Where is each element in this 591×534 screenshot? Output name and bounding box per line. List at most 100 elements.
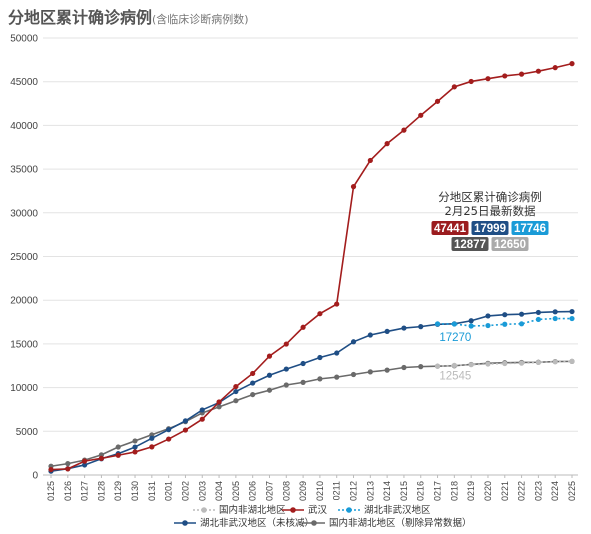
x-tick-label: 0216: [416, 481, 426, 501]
legend-label: 国内非湖北地区（剔除异常数据）: [329, 517, 472, 529]
series-1: [48, 60, 575, 473]
x-tick-label: 0222: [517, 481, 527, 501]
data-point: [283, 366, 289, 372]
y-tick-label: 25000: [10, 252, 38, 263]
data-point: [367, 332, 373, 338]
x-tick-label: 0221: [500, 481, 510, 501]
y-tick-label: 10000: [10, 383, 38, 394]
x-tick-label: 0215: [399, 481, 409, 501]
data-point: [334, 374, 340, 380]
data-point: [233, 388, 239, 395]
badge-bg: [471, 221, 509, 235]
data-point: [283, 341, 289, 347]
data-point: [367, 369, 373, 375]
data-point: [485, 313, 491, 319]
data-point: [317, 376, 323, 382]
data-point: [334, 301, 340, 307]
x-tick-label: 0211: [332, 481, 342, 500]
y-tick-label: 20000: [10, 296, 38, 307]
y-tick-label: 30000: [10, 208, 38, 219]
x-tick-label: 0127: [80, 481, 90, 501]
data-point: [199, 407, 205, 413]
y-tick-label: 0: [32, 471, 38, 482]
series-line: [50, 310, 573, 472]
series-line: [437, 317, 572, 327]
series-0: [434, 358, 575, 369]
value-badge: 17999: [471, 221, 509, 235]
value-badge: 17746: [511, 221, 549, 235]
callout-label: 17270: [439, 332, 471, 344]
y-tick-label: 50000: [10, 34, 38, 45]
series-line: [50, 360, 573, 468]
latest-data-annotation: 分地区累计确诊病例 2月25日最新数据 47441 17999 17746 12877…: [431, 190, 549, 251]
data-point: [317, 311, 323, 317]
data-point: [300, 379, 306, 385]
data-point: [48, 466, 54, 473]
grid-lines: [43, 37, 578, 476]
data-point: [132, 449, 138, 455]
x-tick-label: 0219: [466, 481, 476, 501]
x-tick-label: 0128: [96, 481, 106, 501]
data-point: [82, 458, 88, 464]
badge-value: 47441: [434, 223, 467, 235]
value-badge: 47441: [431, 221, 469, 235]
x-tick-label: 0126: [63, 481, 73, 501]
data-point: [82, 462, 88, 468]
badge-bg: [491, 237, 529, 251]
y-tick-label: 45000: [10, 77, 38, 88]
x-tick-label: 0217: [433, 481, 443, 501]
callouts: 17270 12545: [439, 332, 471, 382]
badge-bg: [451, 237, 489, 251]
data-point: [132, 444, 138, 450]
x-tick-label: 0129: [113, 481, 123, 501]
annotation-title: 分地区累计确诊病例: [438, 190, 542, 204]
data-point: [334, 350, 340, 356]
badge-value: 12877: [454, 239, 486, 251]
x-tick-label: 0218: [449, 481, 459, 501]
data-point: [552, 359, 558, 365]
chart-subtitle: (含临床诊断病例数): [152, 13, 249, 26]
data-point: [182, 418, 189, 424]
series-2: [434, 315, 575, 329]
x-tick-label: 0205: [231, 481, 241, 501]
data-point: [166, 436, 172, 442]
x-tick-label: 0225: [567, 481, 577, 501]
data-point: [418, 324, 424, 330]
legend-swatch-dot: [346, 507, 352, 513]
data-point: [535, 359, 541, 366]
data-point: [451, 84, 457, 90]
data-point: [182, 427, 189, 433]
data-point: [300, 360, 306, 367]
data-point: [384, 141, 390, 147]
callout-label: 12545: [439, 370, 471, 382]
data-point: [115, 452, 121, 458]
value-badge: 12650: [491, 237, 529, 251]
data-point: [65, 461, 71, 467]
badge-bg: [431, 221, 469, 235]
x-tick-label: 0224: [550, 481, 560, 501]
data-point: [149, 435, 155, 441]
legend-item: 国内非湖北地区: [193, 504, 286, 516]
data-point: [502, 321, 508, 327]
x-tick-label: 0220: [483, 481, 493, 501]
data-point: [451, 321, 457, 327]
data-point: [485, 322, 491, 329]
data-point: [401, 325, 407, 331]
series-lines: [48, 60, 575, 474]
badge-value: 17999: [474, 223, 506, 235]
value-badge: 12877: [451, 237, 489, 251]
legend-item: 湖北非武汉地区: [338, 504, 431, 516]
y-axis: 0 5000 10000 15000 20000 25000 30000 35000 40000…: [10, 34, 38, 482]
data-point: [233, 383, 239, 390]
legend-swatch-dot: [311, 520, 317, 526]
data-point: [266, 353, 273, 359]
data-point: [266, 372, 273, 378]
legend-label: 武汉: [308, 504, 328, 516]
x-tick-label: 0207: [264, 481, 274, 501]
data-point: [367, 157, 373, 164]
data-point: [518, 360, 525, 366]
data-point: [115, 444, 121, 450]
data-point: [250, 380, 256, 386]
data-point: [317, 354, 323, 361]
data-point: [266, 387, 273, 393]
